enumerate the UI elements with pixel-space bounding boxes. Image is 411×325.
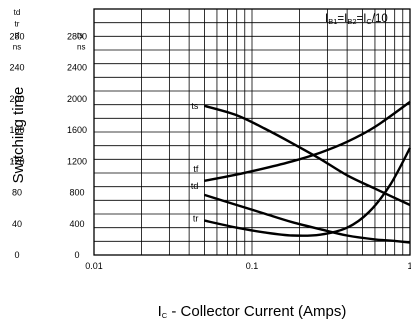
y-axis-header-left: ns [13, 43, 21, 52]
y-axis-header-right: ns [77, 43, 85, 52]
y-tick-left: 0 [14, 250, 19, 260]
series-line-ts [204, 104, 411, 207]
y-tick-right: 2000 [67, 94, 87, 104]
x-tick-label: 0.01 [85, 261, 103, 271]
y-tick-left: 200 [9, 94, 24, 104]
test-condition-label: IB1=IB2=IC/10 [325, 13, 388, 26]
y-tick-right: 1200 [67, 156, 87, 166]
y-tick-right: 2800 [67, 31, 87, 41]
y-axis-header-left: td [14, 8, 21, 17]
y-tick-left: 160 [9, 125, 24, 135]
y-tick-right: 2400 [67, 63, 87, 73]
series-line-tf [204, 100, 411, 182]
chart-curves [204, 100, 411, 244]
y-tick-left: 40 [12, 219, 22, 229]
y-axis-header-right: ts [77, 31, 83, 40]
y-tick-right: 0 [74, 250, 79, 260]
y-tick-right: 800 [69, 188, 84, 198]
y-tick-right: 400 [69, 219, 84, 229]
series-label-tr: tr [193, 214, 199, 224]
series-label-ts: ts [191, 101, 199, 111]
y-axis-label: Switching time [10, 87, 27, 184]
x-tick-label: 1 [407, 261, 411, 271]
chart-labels: 0 0 40 400 80 800 120 1200 160 1600 200 2000 240 2400… [9, 8, 411, 271]
y-axis-header-left: tf [15, 31, 20, 40]
y-tick-left: 80 [12, 188, 22, 198]
y-tick-left: 120 [9, 156, 24, 166]
chart-grid [94, 9, 410, 255]
y-tick-left: 240 [9, 63, 24, 73]
series-label-tf: tf [193, 164, 199, 174]
series-label-td: td [191, 181, 199, 191]
y-axis-header-left: tr [15, 20, 20, 29]
x-tick-label: 0.1 [246, 261, 259, 271]
y-tick-left: 280 [9, 31, 24, 41]
series-line-tr [204, 147, 411, 237]
y-tick-right: 1600 [67, 125, 87, 135]
plot-frame [93, 8, 411, 256]
x-axis-label: IC - Collector Current (Amps) [158, 303, 347, 320]
series-line-td [204, 193, 411, 244]
